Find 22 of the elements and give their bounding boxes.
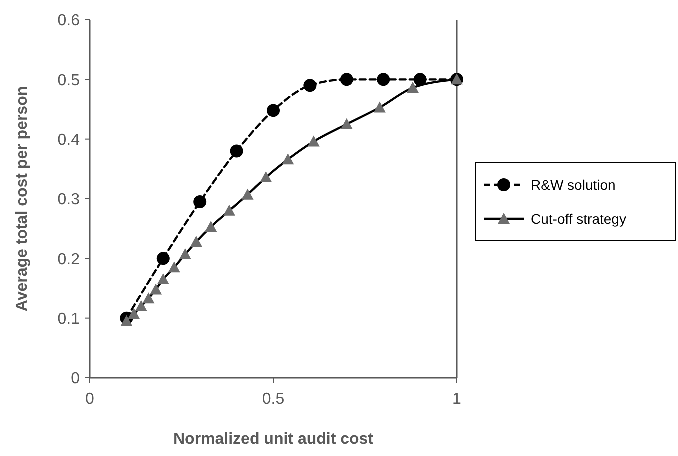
y-tick-label: 0.6	[58, 12, 80, 30]
y-tick-label: 0.2	[58, 251, 80, 268]
point	[340, 73, 354, 86]
y-axis-title: Average total cost per person	[14, 86, 31, 312]
point	[230, 144, 244, 158]
point	[156, 252, 170, 266]
y-tick-label: 0.1	[58, 310, 80, 328]
point	[414, 73, 427, 86]
point	[194, 195, 207, 208]
x-tick-label: 1	[452, 391, 462, 408]
point	[267, 104, 280, 118]
x-tick-label: 0	[86, 391, 95, 408]
point	[377, 73, 390, 86]
y-tick-label: 0	[71, 370, 80, 388]
legend-label: R&W solution	[531, 176, 616, 193]
x-axis-title: Normalized unit audit cost	[173, 431, 374, 448]
y-tick-label: 0.4	[58, 132, 80, 149]
y-tick-label: 0.3	[58, 192, 80, 209]
legend-label: Cut-off strategy	[531, 210, 626, 227]
x-tick-label: 0.5	[262, 391, 285, 408]
point	[304, 79, 317, 92]
y-tick-label: 0.5	[58, 72, 80, 90]
